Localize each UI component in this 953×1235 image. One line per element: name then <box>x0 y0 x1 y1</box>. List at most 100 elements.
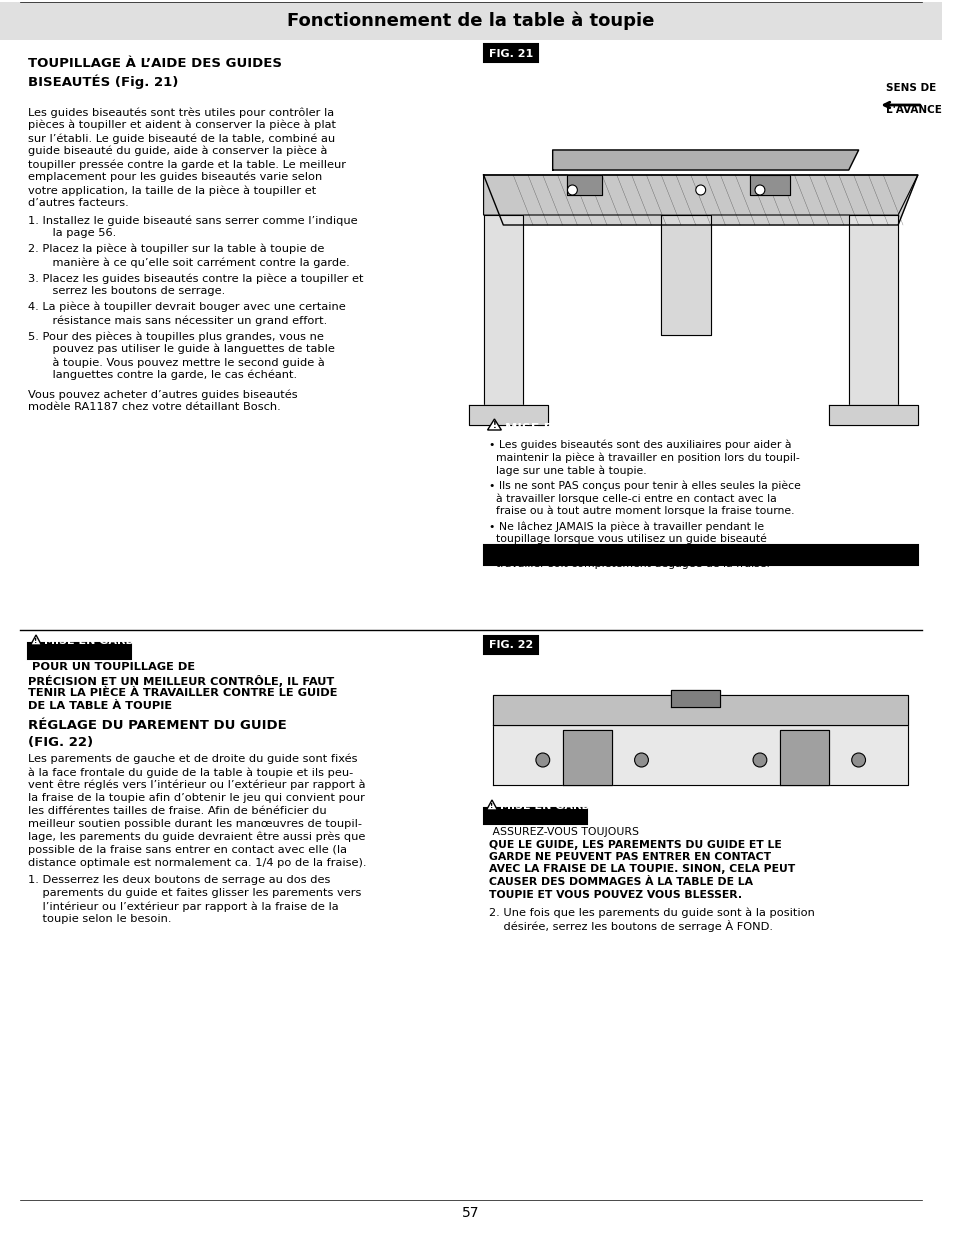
Text: pouvez pas utiliser le guide à languettes de table: pouvez pas utiliser le guide à languette… <box>37 345 335 354</box>
Text: serrez les boutons de serrage.: serrez les boutons de serrage. <box>37 287 225 296</box>
Text: TOUPILLAGE À L’AIDE DES GUIDES
BISEAUTÉS (Fig. 21): TOUPILLAGE À L’AIDE DES GUIDES BISEAUTÉS… <box>28 57 281 89</box>
Text: TOUPIE ET VOUS POUVEZ VOUS BLESSER.: TOUPIE ET VOUS POUVEZ VOUS BLESSER. <box>488 889 740 899</box>
Text: meilleur soutien possible durant les manœuvres de toupil-: meilleur soutien possible durant les man… <box>28 819 361 829</box>
Polygon shape <box>483 175 917 215</box>
Text: manière à ce qu’elle soit carrément contre la garde.: manière à ce qu’elle soit carrément cont… <box>37 257 349 268</box>
Text: languettes contre la garde, le cas échéant.: languettes contre la garde, le cas échéa… <box>37 370 296 380</box>
Polygon shape <box>749 175 789 195</box>
Text: RÉGLAGE DU PAREMENT DU GUIDE
(FIG. 22): RÉGLAGE DU PAREMENT DU GUIDE (FIG. 22) <box>28 719 286 748</box>
Text: • Les guides biseautés sont des auxiliaires pour aider à: • Les guides biseautés sont des auxiliai… <box>488 440 790 451</box>
Text: ASSUREZ-VOUS TOUJOURS: ASSUREZ-VOUS TOUJOURS <box>488 827 638 837</box>
Circle shape <box>695 185 705 195</box>
Text: fraise ou à tout autre moment lorsque la fraise tourne.: fraise ou à tout autre moment lorsque la… <box>488 505 793 516</box>
Text: • Ne lâchez JAMAIS la pièce à travailler pendant le: • Ne lâchez JAMAIS la pièce à travailler… <box>488 521 762 531</box>
Text: Fonctionnement de la table à toupie: Fonctionnement de la table à toupie <box>287 12 654 30</box>
Text: toupie selon le besoin.: toupie selon le besoin. <box>28 914 171 924</box>
Polygon shape <box>567 175 601 195</box>
FancyBboxPatch shape <box>0 2 941 40</box>
Text: Vous pouvez acheter d’autres guides biseautés: Vous pouvez acheter d’autres guides bise… <box>28 389 297 399</box>
Text: d’autres facteurs.: d’autres facteurs. <box>28 198 129 207</box>
Text: AVEC LA FRAISE DE LA TOUPIE. SINON, CELA PEUT: AVEC LA FRAISE DE LA TOUPIE. SINON, CELA… <box>488 864 794 874</box>
Polygon shape <box>483 175 917 225</box>
Polygon shape <box>486 800 497 810</box>
Text: distance optimale est normalement ca. 1/4 po de la fraise).: distance optimale est normalement ca. 1/… <box>28 858 366 868</box>
Polygon shape <box>562 730 611 785</box>
Polygon shape <box>670 690 720 706</box>
Text: MISE EN GARDE: MISE EN GARDE <box>45 636 143 646</box>
Text: vent être réglés vers l’intérieur ou l’extérieur par rapport à: vent être réglés vers l’intérieur ou l’e… <box>28 781 365 790</box>
Polygon shape <box>487 419 501 430</box>
Polygon shape <box>468 405 547 425</box>
Text: votre application, la taille de la pièce à toupiller et: votre application, la taille de la pièce… <box>28 185 315 195</box>
Polygon shape <box>493 725 907 785</box>
Text: lage, les parements du guide devraient être aussi près que: lage, les parements du guide devraient ê… <box>28 832 365 842</box>
Text: 2. Placez la pièce à toupiller sur la table à toupie de: 2. Placez la pièce à toupiller sur la ta… <box>28 245 324 254</box>
Text: DE LA TABLE À TOUPIE: DE LA TABLE À TOUPIE <box>28 701 172 711</box>
Text: MISE EN GARDE: MISE EN GARDE <box>499 802 598 811</box>
Text: 3. Placez les guides biseautés contre la pièce a toupiller et: 3. Placez les guides biseautés contre la… <box>28 273 363 284</box>
Text: travailler soit complètement dégagée de la fraise.: travailler soit complètement dégagée de … <box>488 558 769 569</box>
FancyBboxPatch shape <box>483 636 537 655</box>
Polygon shape <box>779 730 828 785</box>
Text: 57: 57 <box>461 1207 479 1220</box>
Circle shape <box>752 753 766 767</box>
Text: à la face frontale du guide de la table à toupie et ils peu-: à la face frontale du guide de la table … <box>28 767 353 778</box>
Text: FIG. 22: FIG. 22 <box>489 640 533 650</box>
Text: 1. Installez le guide biseauté sans serrer comme l’indique: 1. Installez le guide biseauté sans serr… <box>28 215 356 226</box>
Circle shape <box>634 753 648 767</box>
Text: 4. La pièce à toupiller devrait bouger avec une certaine: 4. La pièce à toupiller devrait bouger a… <box>28 303 345 312</box>
Text: la fraise de la toupie afin d’obtenir le jeu qui convient pour: la fraise de la toupie afin d’obtenir le… <box>28 793 364 803</box>
Polygon shape <box>848 215 897 405</box>
Text: 2. Une fois que les parements du guide sont à la position: 2. Une fois que les parements du guide s… <box>488 906 814 918</box>
Text: !: ! <box>492 421 496 431</box>
Text: maintenir la pièce à travailler en position lors du toupil-: maintenir la pièce à travailler en posit… <box>488 452 799 463</box>
Text: résistance mais sans nécessiter un grand effort.: résistance mais sans nécessiter un grand… <box>37 315 327 326</box>
Text: modèle RA1187 chez votre détaillant Bosch.: modèle RA1187 chez votre détaillant Bosc… <box>28 403 280 412</box>
Text: Les parements de gauche et de droite du guide sont fixés: Les parements de gauche et de droite du … <box>28 755 356 764</box>
Text: GARDE NE PEUVENT PAS ENTRER EN CONTACT: GARDE NE PEUVENT PAS ENTRER EN CONTACT <box>488 852 770 862</box>
Text: L'AVANCE: L'AVANCE <box>885 105 942 115</box>
Polygon shape <box>493 695 907 725</box>
Text: SENS DE: SENS DE <box>885 83 936 93</box>
Text: parements du guide et faites glisser les parements vers: parements du guide et faites glisser les… <box>28 888 360 898</box>
Polygon shape <box>483 215 522 405</box>
Text: à travailler lorsque celle-ci entre en contact avec la: à travailler lorsque celle-ci entre en c… <box>488 493 776 504</box>
Text: !: ! <box>490 803 493 809</box>
FancyBboxPatch shape <box>483 545 917 564</box>
Text: POUR UN TOUPILLAGE DE: POUR UN TOUPILLAGE DE <box>28 662 194 672</box>
Text: guide biseauté du guide, aide à conserver la pièce à: guide biseauté du guide, aide à conserve… <box>28 146 327 157</box>
Text: 5. Pour des pièces à toupilles plus grandes, vous ne: 5. Pour des pièces à toupilles plus gran… <box>28 331 323 342</box>
Text: PRÉCISION ET UN MEILLEUR CONTRÔLE, IL FAUT: PRÉCISION ET UN MEILLEUR CONTRÔLE, IL FA… <box>28 676 334 687</box>
Text: !: ! <box>34 638 37 643</box>
Text: toupiller pressée contre la garde et la table. Le meilleur: toupiller pressée contre la garde et la … <box>28 159 345 169</box>
Text: toupillage lorsque vous utilisez un guide biseauté: toupillage lorsque vous utilisez un guid… <box>488 534 765 543</box>
Text: pièces à toupiller et aident à conserver la pièce à plat: pièces à toupiller et aident à conserver… <box>28 120 335 131</box>
Polygon shape <box>552 149 858 170</box>
Text: l’intérieur ou l’extérieur par rapport à la fraise de la: l’intérieur ou l’extérieur par rapport à… <box>28 902 338 911</box>
FancyBboxPatch shape <box>28 643 132 659</box>
Text: Les guides biseautés sont très utiles pour contrôler la: Les guides biseautés sont très utiles po… <box>28 107 334 117</box>
Text: à toupie. Vous pouvez mettre le second guide à: à toupie. Vous pouvez mettre le second g… <box>37 357 324 368</box>
Text: QUE LE GUIDE, LES PAREMENTS DU GUIDE ET LE: QUE LE GUIDE, LES PAREMENTS DU GUIDE ET … <box>488 840 781 850</box>
Text: possible de la fraise sans entrer en contact avec elle (la: possible de la fraise sans entrer en con… <box>28 845 346 855</box>
Text: CAUSER DES DOMMAGES À LA TABLE DE LA: CAUSER DES DOMMAGES À LA TABLE DE LA <box>488 877 752 887</box>
Text: emplacement pour les guides biseautés varie selon: emplacement pour les guides biseautés va… <box>28 172 321 183</box>
Text: FIG. 21: FIG. 21 <box>489 49 533 59</box>
Text: sur l’établi. Le guide biseauté de la table, combiné au: sur l’établi. Le guide biseauté de la ta… <box>28 133 335 143</box>
Text: TENIR LA PIÈCE À TRAVAILLER CONTRE LE GUIDE: TENIR LA PIÈCE À TRAVAILLER CONTRE LE GU… <box>28 688 336 698</box>
FancyBboxPatch shape <box>483 808 587 824</box>
Text: • Ils ne sont PAS conçus pour tenir à elles seules la pièce: • Ils ne sont PAS conçus pour tenir à el… <box>488 480 800 492</box>
Circle shape <box>851 753 864 767</box>
Circle shape <box>567 185 577 195</box>
Polygon shape <box>30 635 41 645</box>
Circle shape <box>754 185 764 195</box>
Text: MISE EN GARDE: MISE EN GARDE <box>505 421 615 435</box>
Circle shape <box>536 753 549 767</box>
Text: 1. Desserrez les deux boutons de serrage au dos des: 1. Desserrez les deux boutons de serrage… <box>28 876 330 885</box>
Polygon shape <box>828 405 917 425</box>
Text: la page 56.: la page 56. <box>37 228 115 238</box>
FancyBboxPatch shape <box>483 44 537 62</box>
Text: avant que la coupe soit terminée et que la pièce à: avant que la coupe soit terminée et que … <box>488 546 770 557</box>
Polygon shape <box>660 215 710 335</box>
Text: les différentes tailles de fraise. Afin de bénéficier du: les différentes tailles de fraise. Afin … <box>28 806 326 816</box>
